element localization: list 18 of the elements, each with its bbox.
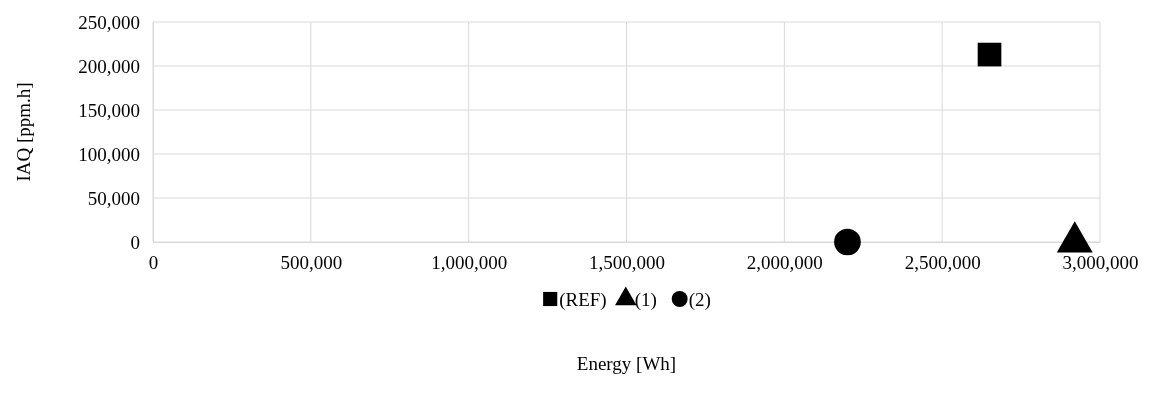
y-tick-label: 50,000 <box>87 187 140 209</box>
x-tick-label: 1,000,000 <box>431 252 508 274</box>
x-tick-label: 1,500,000 <box>589 252 665 274</box>
y-tick-label: 250,000 <box>78 11 140 33</box>
x-tick-label: 500,000 <box>280 252 343 274</box>
legend-label: (1) <box>634 288 657 311</box>
x-tick-label: 2,500,000 <box>904 252 981 274</box>
y-tick-label: 200,000 <box>78 55 140 77</box>
legend-label: (REF) <box>559 288 607 311</box>
x-axis-title: Energy [Wh] <box>576 353 677 374</box>
y-axis-title: IAQ [ppm.h] <box>13 82 34 182</box>
x-tick-label: 0 <box>148 252 159 274</box>
x-tick-label: 2,000,000 <box>746 252 823 274</box>
x-tick-label: 3,000,000 <box>1062 252 1139 274</box>
y-tick-label: 150,000 <box>78 99 140 121</box>
y-tick-label: 0 <box>130 231 140 253</box>
y-tick-label: 100,000 <box>78 143 140 165</box>
legend-label: (2) <box>688 288 711 311</box>
